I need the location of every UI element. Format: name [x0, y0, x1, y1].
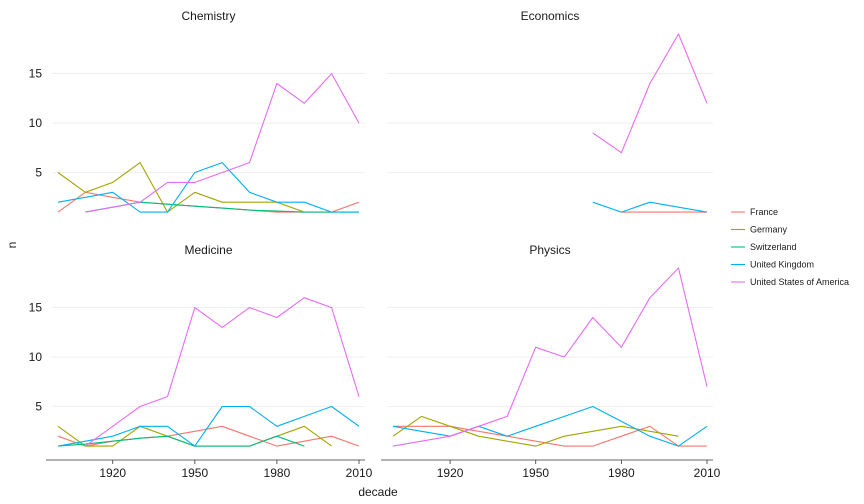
legend-label-united-kingdom: United Kingdom — [750, 260, 814, 270]
x-tick-label: 2010 — [694, 466, 721, 480]
panel-title-physics: Physics — [529, 243, 570, 257]
series-medicine-switzerland — [57, 435, 305, 447]
series-chemistry-germany — [57, 162, 305, 213]
y-tick-label: 10 — [29, 350, 43, 364]
x-tick-label: 2010 — [346, 466, 373, 480]
panel-title-medicine: Medicine — [184, 243, 232, 257]
series-medicine-united-kingdom — [57, 405, 360, 447]
panels: Chemistry 5 10 15 Economics Medicine 5 10 15 1920… — [29, 9, 721, 480]
legend-label-united-states-of-america: United States of America — [750, 277, 849, 287]
y-axis-title: n — [5, 242, 19, 249]
series-economics-united-states-of-america — [592, 33, 708, 154]
legend-label-switzerland: Switzerland — [750, 242, 797, 252]
series-medicine-united-states-of-america — [85, 297, 360, 447]
series-chemistry-united-kingdom — [57, 162, 359, 213]
panel-title-economics: Economics — [521, 9, 580, 23]
x-tick-label: 1920 — [99, 466, 126, 480]
legend-label-germany: Germany — [750, 225, 788, 235]
y-tick-label: 10 — [29, 116, 43, 130]
series-chemistry-united-states-of-america — [85, 73, 360, 213]
panel-economics: Economics — [387, 9, 713, 213]
series-medicine-france — [57, 425, 360, 447]
x-axis-title: decade — [358, 485, 398, 499]
series-physics-france — [393, 425, 707, 447]
panel-title-chemistry: Chemistry — [181, 9, 235, 23]
y-tick-label: 5 — [35, 400, 42, 414]
x-tick-label: 1980 — [608, 466, 635, 480]
series-physics-united-kingdom — [392, 405, 708, 447]
x-tick-label: 1980 — [264, 466, 291, 480]
panel-physics: Physics 1920 1950 1980 2010 — [381, 243, 721, 480]
y-tick-label: 5 — [35, 166, 42, 180]
panel-medicine: Medicine 5 10 15 1920 1950 1980 2010 — [29, 243, 373, 480]
x-tick-label: 1920 — [437, 466, 464, 480]
x-tick-label: 1950 — [522, 466, 549, 480]
series-physics-united-states-of-america — [392, 267, 708, 447]
panel-chemistry: Chemistry 5 10 15 — [29, 9, 365, 213]
series-economics-united-kingdom — [592, 201, 708, 213]
legend-label-france: France — [750, 207, 778, 217]
y-tick-label: 15 — [29, 301, 43, 315]
legend: France Germany Switzerland United Kingdom Un… — [731, 207, 849, 287]
series-physics-germany — [392, 415, 679, 447]
y-tick-label: 15 — [29, 67, 43, 81]
x-tick-label: 1950 — [181, 466, 208, 480]
